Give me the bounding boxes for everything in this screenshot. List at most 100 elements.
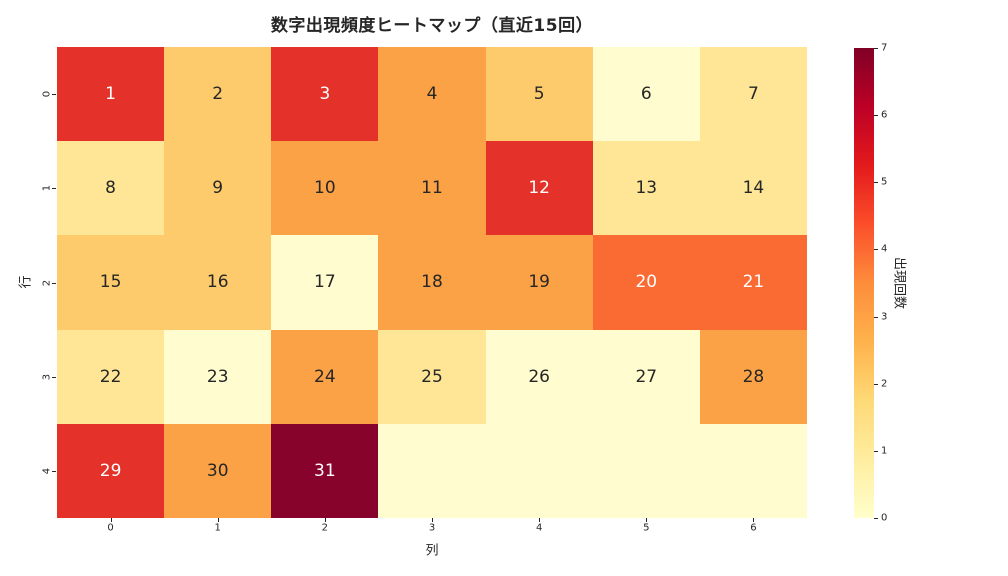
heatmap-cell-value: 21	[742, 272, 765, 293]
heatmap-cell: 24	[271, 329, 379, 424]
heatmap-cell-value: 14	[742, 178, 765, 199]
heatmap-cell-value: 12	[528, 178, 550, 199]
heatmap-cell: 17	[271, 235, 379, 330]
x-tick-label: 0	[107, 522, 114, 534]
y-tick-label: 1	[41, 185, 53, 192]
y-tick-mark	[52, 94, 56, 96]
heatmap-cell-value: 2	[212, 84, 224, 105]
heatmap-cell: 23	[164, 329, 272, 424]
y-axis-label: 行	[18, 275, 34, 289]
heatmap-cell: 1	[57, 47, 165, 142]
heatmap-cell-value: 11	[421, 178, 443, 199]
colorbar-tick-mark	[874, 518, 878, 519]
colorbar-tick-label: 7	[881, 42, 888, 54]
heatmap-cell-value: 29	[99, 460, 122, 481]
heatmap-cell-value: 25	[421, 366, 443, 387]
heatmap-cell-value: 15	[99, 272, 122, 293]
x-tick-mark	[753, 518, 755, 522]
colorbar-tick-mark	[874, 115, 878, 117]
colorbar-tick-label: 0	[881, 512, 888, 524]
colorbar-tick-label: 3	[881, 311, 888, 323]
heatmap-cell-value: 26	[528, 366, 550, 387]
heatmap-cell-value: 27	[635, 366, 658, 387]
heatmap-cell: 12	[485, 141, 593, 236]
heatmap-cell: 30	[164, 423, 272, 518]
heatmap-cell: 19	[485, 235, 593, 330]
y-tick-label: 4	[41, 467, 53, 475]
heatmap-cell: 22	[57, 329, 165, 424]
colorbar-tick-mark	[874, 450, 878, 452]
x-tick-label: 5	[643, 522, 650, 534]
heatmap-cell: 28	[699, 329, 807, 424]
heatmap-cell: 11	[378, 141, 486, 236]
x-tick-mark	[217, 518, 219, 522]
colorbar-tick-mark	[874, 383, 878, 385]
heatmap-cell: 27	[592, 329, 700, 424]
heatmap-cell	[378, 423, 486, 518]
y-tick-mark	[52, 282, 56, 284]
y-tick-mark	[52, 376, 56, 378]
x-tick-label: 1	[214, 522, 221, 534]
heatmap-cell-value: 6	[640, 84, 652, 105]
heatmap-cell-value: 9	[212, 178, 224, 199]
heatmap-cell-value: 1	[105, 84, 116, 105]
heatmap-cell: 4	[378, 47, 486, 142]
heatmap-cell-value: 18	[421, 272, 443, 293]
heatmap-cell-value: 28	[742, 366, 765, 387]
heatmap-cell: 2	[164, 47, 272, 142]
colorbar	[854, 48, 874, 518]
heatmap-cell: 26	[485, 329, 593, 424]
x-tick-label: 4	[535, 522, 543, 534]
colorbar-tick-label: 6	[881, 109, 888, 121]
heatmap-cell-value: 3	[319, 84, 331, 105]
x-tick-mark	[110, 518, 112, 522]
heatmap-cell-value: 30	[206, 460, 229, 481]
x-tick-mark	[646, 518, 648, 522]
heatmap-cell-value: 16	[206, 272, 229, 293]
x-tick-label: 3	[428, 522, 436, 534]
heatmap-cell: 29	[57, 423, 165, 518]
colorbar-tick-label: 4	[881, 243, 888, 255]
colorbar-tick-label: 5	[881, 176, 888, 188]
heatmap-cell-value: 7	[748, 84, 759, 105]
heatmap-cell: 15	[57, 235, 165, 330]
heatmap-cell: 25	[378, 329, 486, 424]
heatmap-grid: 1 2 3 4 5 6 7 8 9 10 11 12 13 14 15 16 17 18 19 20 21 22 23 24 2…	[57, 47, 807, 518]
heatmap-cell-value: 22	[99, 366, 122, 387]
heatmap-cell: 3	[271, 47, 379, 142]
heatmap-cell	[592, 423, 700, 518]
heatmap-cell: 6	[592, 47, 700, 142]
heatmap-cell: 10	[271, 141, 379, 236]
heatmap-cell-value: 13	[635, 178, 658, 199]
heatmap-cell: 20	[592, 235, 700, 330]
colorbar-tick-mark	[874, 249, 878, 251]
heatmap-cell: 5	[485, 47, 593, 142]
y-tick-mark	[52, 188, 56, 190]
heatmap-cell: 18	[378, 235, 486, 330]
heatmap-cell-value: 23	[206, 366, 229, 387]
heatmap-cell-value: 8	[105, 178, 116, 199]
heatmap-cell-value: 10	[314, 178, 336, 199]
heatmap-cell: 8	[57, 141, 165, 236]
heatmap-cell-value: 17	[314, 272, 336, 293]
y-tick-label: 2	[41, 279, 53, 286]
x-tick-label: 2	[321, 522, 329, 534]
x-tick-mark	[432, 518, 433, 522]
heatmap-cell-value: 19	[528, 272, 550, 293]
heatmap-cell-value: 4	[426, 84, 438, 105]
heatmap-cell: 16	[164, 235, 272, 330]
x-axis-label: 列	[425, 543, 439, 559]
heatmap-cell-value: 5	[533, 84, 545, 105]
y-tick-mark	[52, 470, 56, 472]
heatmap-cell-value: 24	[314, 366, 336, 387]
colorbar-tick-label: 1	[881, 445, 888, 457]
heatmap-cell: 13	[592, 141, 700, 236]
y-tick-label: 0	[41, 90, 53, 98]
heatmap-cell: 21	[699, 235, 807, 330]
x-tick-mark	[539, 518, 541, 522]
colorbar-tick-mark	[874, 182, 878, 184]
heatmap-cell: 31	[271, 423, 379, 518]
heatmap-cell	[699, 423, 807, 518]
chart-title: 数字出現頻度ヒートマップ（直近15回）	[270, 16, 594, 36]
